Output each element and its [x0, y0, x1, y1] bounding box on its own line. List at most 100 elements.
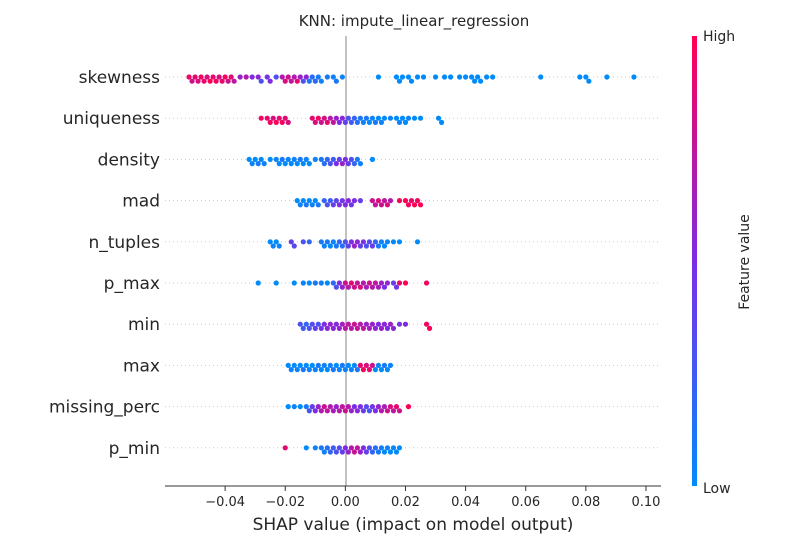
feature-label-missing-perc: missing_perc: [49, 398, 160, 418]
shap-point-n-tuples: [318, 239, 324, 245]
shap-point-skewness: [604, 74, 610, 80]
shap-point-mad: [351, 198, 357, 204]
shap-point-max: [360, 367, 366, 373]
shap-point-density: [285, 156, 291, 162]
shap-point-skewness: [303, 74, 309, 80]
shap-point-p-max: [354, 280, 360, 286]
shap-point-uniqueness: [267, 119, 273, 125]
shap-point-min: [315, 321, 321, 327]
shap-point-skewness: [538, 74, 544, 80]
shap-point-p-max: [312, 280, 318, 286]
shap-point-max: [294, 367, 300, 373]
shap-point-min: [381, 321, 388, 327]
shap-point-uniqueness: [360, 119, 366, 125]
x-tick-label: −0.04: [205, 495, 245, 510]
shap-point-max: [330, 367, 336, 373]
shap-point-mad: [357, 198, 363, 204]
shap-point-skewness: [393, 74, 400, 80]
shap-point-max: [342, 367, 348, 373]
shap-point-mad: [396, 198, 403, 204]
shap-point-skewness: [577, 74, 583, 80]
feature-label-mad: mad: [122, 192, 160, 212]
shap-point-max: [315, 362, 321, 368]
shap-point-uniqueness: [351, 115, 357, 121]
shap-point-missing-perc: [372, 408, 379, 414]
shap-point-skewness: [285, 74, 291, 80]
chart-title: KNN: impute_linear_regression: [299, 12, 530, 31]
shap-point-min: [384, 325, 391, 331]
shap-point-max: [351, 362, 357, 368]
shap-point-skewness: [258, 78, 264, 84]
shap-point-missing-perc: [363, 404, 370, 410]
shap-point-p-max: [339, 284, 345, 290]
x-tick-label: 0.08: [571, 495, 600, 510]
shap-point-density: [348, 156, 354, 162]
shap-point-n-tuples: [360, 239, 366, 245]
colorbar-high-label: High: [703, 29, 735, 45]
shap-point-missing-perc: [378, 408, 385, 414]
shap-point-min: [306, 325, 312, 331]
shap-point-uniqueness: [348, 119, 354, 125]
shap-point-skewness: [399, 74, 406, 80]
shap-point-missing-perc: [384, 408, 391, 414]
shap-point-uniqueness: [369, 115, 376, 121]
shap-point-min: [324, 325, 330, 331]
shap-point-missing-perc: [291, 404, 297, 410]
shap-point-max: [384, 367, 391, 373]
shap-point-mad: [297, 202, 303, 208]
shap-point-mad: [309, 202, 315, 208]
feature-label-p-max: p_max: [104, 274, 160, 294]
shap-point-max: [378, 367, 385, 373]
shap-point-p-min: [393, 449, 400, 455]
shap-point-skewness: [195, 78, 201, 84]
shap-point-mad: [381, 198, 388, 204]
colorbar-title: Feature value: [737, 214, 753, 310]
shap-point-mad: [294, 198, 300, 204]
shap-point-mad: [336, 202, 342, 208]
shap-point-n-tuples: [381, 243, 388, 249]
x-tick-label: 0.10: [631, 495, 660, 510]
shap-point-density: [276, 161, 282, 167]
shap-point-missing-perc: [318, 408, 324, 414]
shap-point-min: [369, 321, 376, 327]
shap-point-uniqueness: [402, 119, 409, 125]
shap-point-n-tuples: [384, 239, 391, 245]
shap-point-p-min: [330, 445, 336, 451]
shap-point-n-tuples: [324, 239, 330, 245]
shap-point-mad: [402, 198, 409, 204]
shap-point-missing-perc: [405, 404, 412, 410]
shap-point-skewness: [333, 78, 339, 84]
shap-point-n-tuples: [291, 243, 297, 249]
shap-point-p-max: [372, 280, 379, 286]
shap-point-p-min: [366, 445, 373, 451]
shap-point-p-min: [375, 449, 382, 455]
shap-point-p-max: [330, 280, 336, 286]
shap-point-p-min: [363, 449, 370, 455]
shap-point-p-min: [369, 449, 376, 455]
shap-point-max: [309, 362, 315, 368]
shap-point-max: [363, 362, 370, 368]
shap-point-p-min: [282, 445, 288, 451]
shap-point-n-tuples: [354, 239, 360, 245]
shap-point-p-max: [333, 284, 339, 290]
shap-point-density: [249, 161, 255, 167]
shap-point-p-min: [348, 445, 354, 451]
shap-point-missing-perc: [381, 404, 388, 410]
shap-point-n-tuples: [345, 243, 351, 249]
shap-point-skewness: [309, 74, 315, 80]
shap-point-min: [321, 321, 327, 327]
shap-point-uniqueness: [399, 115, 406, 121]
shap-point-skewness: [330, 74, 336, 80]
shap-point-n-tuples: [339, 243, 345, 249]
shap-point-min: [372, 325, 379, 331]
shap-point-skewness: [318, 78, 324, 84]
shap-point-uniqueness: [363, 115, 370, 121]
shap-point-uniqueness: [285, 119, 291, 125]
shap-point-p-min: [360, 445, 366, 451]
shap-point-min: [363, 321, 370, 327]
shap-point-p-min: [387, 449, 394, 455]
shap-point-n-tuples: [306, 239, 312, 245]
shap-point-p-min: [339, 449, 345, 455]
shap-point-min: [390, 325, 397, 331]
